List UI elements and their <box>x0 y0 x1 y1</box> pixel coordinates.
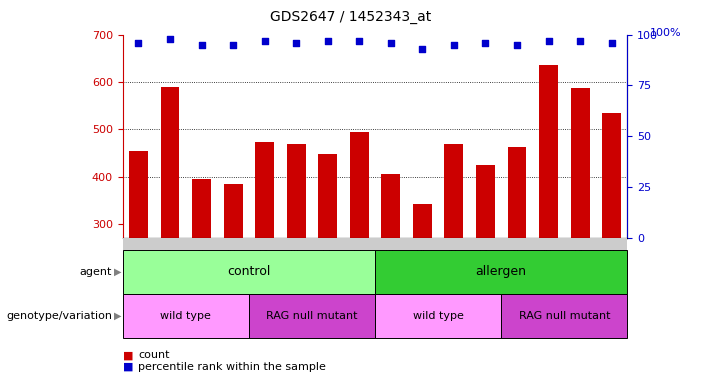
Bar <box>508 147 526 366</box>
Point <box>259 38 271 44</box>
Text: ■: ■ <box>123 350 133 360</box>
Text: ■: ■ <box>123 362 133 372</box>
Text: wild type: wild type <box>161 311 211 321</box>
Bar <box>602 113 621 366</box>
Text: ▶: ▶ <box>114 311 122 321</box>
Bar <box>476 165 495 366</box>
Bar <box>192 179 211 366</box>
Text: agent: agent <box>80 266 112 277</box>
Text: GDS2647 / 1452343_at: GDS2647 / 1452343_at <box>270 10 431 23</box>
Text: wild type: wild type <box>413 311 463 321</box>
Text: control: control <box>227 265 271 278</box>
Bar <box>255 142 274 366</box>
Bar <box>571 88 590 366</box>
Bar <box>444 144 463 366</box>
Point <box>575 38 586 44</box>
Bar <box>287 144 306 366</box>
Point <box>291 40 302 46</box>
Point <box>353 38 365 44</box>
Point <box>416 46 428 52</box>
Bar <box>381 174 400 366</box>
Y-axis label: 100%: 100% <box>649 28 681 38</box>
Bar <box>539 65 558 366</box>
Bar <box>161 87 179 366</box>
Point <box>511 42 522 48</box>
Point <box>322 38 334 44</box>
Bar <box>413 204 432 366</box>
Point <box>386 40 397 46</box>
Bar <box>318 154 337 366</box>
Bar <box>224 184 243 366</box>
Point <box>196 42 207 48</box>
Point <box>164 36 175 42</box>
Text: RAG null mutant: RAG null mutant <box>266 311 358 321</box>
Text: genotype/variation: genotype/variation <box>6 311 112 321</box>
Point <box>132 40 144 46</box>
Point <box>543 38 554 44</box>
Bar <box>350 132 369 366</box>
Point <box>227 42 238 48</box>
Text: RAG null mutant: RAG null mutant <box>519 311 610 321</box>
Text: allergen: allergen <box>476 265 526 278</box>
Text: ▶: ▶ <box>114 266 122 277</box>
Bar <box>129 151 148 366</box>
Point <box>606 40 617 46</box>
Point <box>449 42 460 48</box>
Text: percentile rank within the sample: percentile rank within the sample <box>138 362 326 372</box>
Point <box>479 40 491 46</box>
Text: count: count <box>138 350 170 360</box>
